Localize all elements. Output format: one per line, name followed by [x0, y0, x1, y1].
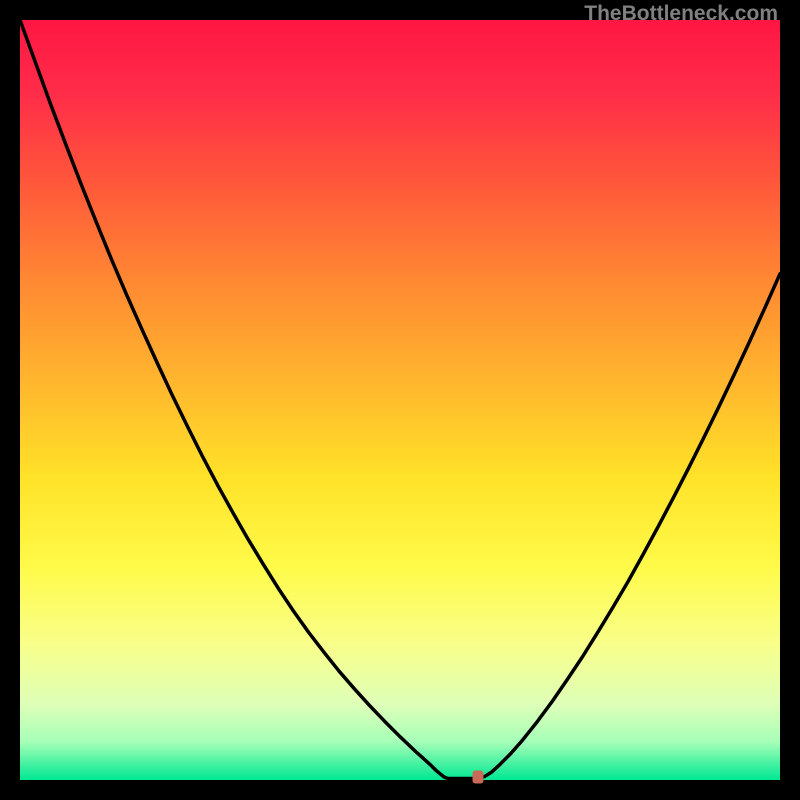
bottleneck-curve: [20, 20, 780, 780]
plot-frame: [20, 20, 780, 780]
current-config-marker: [473, 770, 484, 783]
watermark-text: TheBottleneck.com: [584, 2, 778, 26]
